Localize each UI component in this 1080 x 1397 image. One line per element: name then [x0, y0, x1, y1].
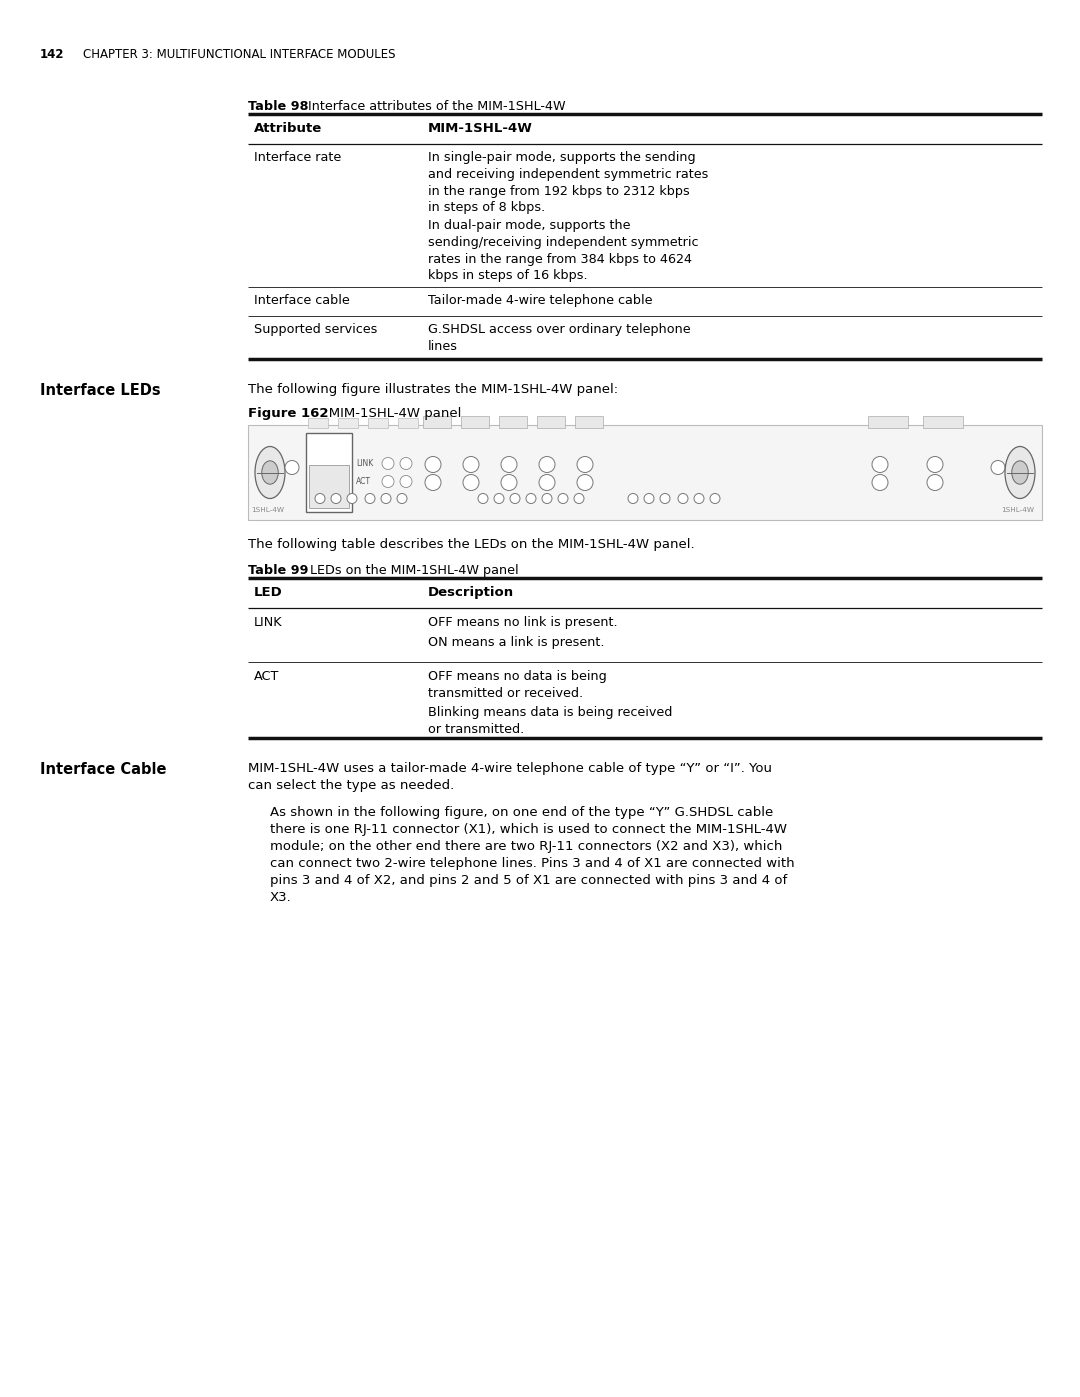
Circle shape	[400, 457, 411, 469]
Text: 142: 142	[40, 47, 65, 61]
Circle shape	[381, 493, 391, 503]
Text: In dual-pair mode, supports the
sending/receiving independent symmetric
rates in: In dual-pair mode, supports the sending/…	[428, 219, 699, 282]
Circle shape	[501, 457, 517, 472]
Text: Table 99: Table 99	[248, 564, 309, 577]
Circle shape	[710, 493, 720, 503]
Bar	[368, 418, 388, 427]
Text: Description: Description	[428, 585, 514, 599]
Ellipse shape	[1012, 461, 1028, 485]
Circle shape	[694, 493, 704, 503]
Circle shape	[426, 475, 441, 490]
Circle shape	[678, 493, 688, 503]
Circle shape	[501, 475, 517, 490]
Text: OFF means no link is present.: OFF means no link is present.	[428, 616, 618, 629]
Bar	[399, 418, 418, 427]
Circle shape	[627, 493, 638, 503]
Text: The following table describes the LEDs on the MIM-1SHL-4W panel.: The following table describes the LEDs o…	[248, 538, 694, 550]
Circle shape	[510, 493, 519, 503]
Circle shape	[382, 475, 394, 488]
Text: MIM-1SHL-4W: MIM-1SHL-4W	[428, 122, 532, 136]
Text: LINK: LINK	[356, 460, 374, 468]
Text: Supported services: Supported services	[254, 323, 377, 337]
Ellipse shape	[261, 461, 279, 485]
Bar	[868, 416, 908, 427]
Text: The following figure illustrates the MIM-1SHL-4W panel:: The following figure illustrates the MIM…	[248, 383, 618, 395]
Bar	[423, 416, 451, 427]
Bar	[537, 416, 565, 427]
Text: 1SHL-4W: 1SHL-4W	[252, 507, 284, 513]
Circle shape	[330, 493, 341, 503]
Text: Interface Cable: Interface Cable	[40, 761, 166, 777]
Text: 1SHL-4W: 1SHL-4W	[1001, 507, 1035, 513]
Text: ACT: ACT	[356, 476, 372, 486]
Circle shape	[478, 493, 488, 503]
Circle shape	[558, 493, 568, 503]
Text: Interface rate: Interface rate	[254, 151, 341, 163]
Bar	[248, 425, 1042, 520]
Bar	[461, 416, 489, 427]
Bar	[306, 433, 352, 511]
Text: CHAPTER 3: MULTIFUNCTIONAL INTERFACE MODULES: CHAPTER 3: MULTIFUNCTIONAL INTERFACE MOD…	[83, 47, 395, 61]
Text: ON means a link is present.: ON means a link is present.	[428, 636, 605, 650]
Circle shape	[577, 457, 593, 472]
Text: OFF means no data is being
transmitted or received.: OFF means no data is being transmitted o…	[428, 671, 607, 700]
Text: Figure 162: Figure 162	[248, 407, 328, 420]
Circle shape	[542, 493, 552, 503]
Circle shape	[285, 461, 299, 475]
Text: Interface cable: Interface cable	[254, 293, 350, 307]
Text: In single-pair mode, supports the sending
and receiving independent symmetric ra: In single-pair mode, supports the sendin…	[428, 151, 708, 214]
Circle shape	[927, 475, 943, 490]
Ellipse shape	[255, 447, 285, 499]
Text: MIM-1SHL-4W panel: MIM-1SHL-4W panel	[316, 407, 461, 420]
Circle shape	[315, 493, 325, 503]
Circle shape	[400, 475, 411, 488]
Circle shape	[872, 475, 888, 490]
Bar	[338, 418, 357, 427]
Circle shape	[539, 457, 555, 472]
Circle shape	[463, 475, 480, 490]
Circle shape	[382, 457, 394, 469]
Text: Interface attributes of the MIM-1SHL-4W: Interface attributes of the MIM-1SHL-4W	[300, 101, 566, 113]
Text: Tailor-made 4-wire telephone cable: Tailor-made 4-wire telephone cable	[428, 293, 652, 307]
Bar	[575, 416, 603, 427]
Text: ACT: ACT	[254, 671, 280, 683]
Circle shape	[397, 493, 407, 503]
Text: As shown in the following figure, on one end of the type “Y” G.SHDSL cable
there: As shown in the following figure, on one…	[270, 806, 795, 904]
Text: G.SHDSL access over ordinary telephone
lines: G.SHDSL access over ordinary telephone l…	[428, 323, 690, 353]
Bar	[309, 465, 349, 509]
Bar	[308, 418, 328, 427]
Circle shape	[872, 457, 888, 472]
Circle shape	[573, 493, 584, 503]
Circle shape	[991, 461, 1005, 475]
Circle shape	[463, 457, 480, 472]
Ellipse shape	[1005, 447, 1035, 499]
Bar	[499, 416, 527, 427]
Text: LED: LED	[254, 585, 283, 599]
Circle shape	[539, 475, 555, 490]
Circle shape	[526, 493, 536, 503]
Text: Table 98: Table 98	[248, 101, 309, 113]
Circle shape	[365, 493, 375, 503]
Bar	[923, 416, 963, 427]
Circle shape	[577, 475, 593, 490]
Text: LINK: LINK	[254, 616, 283, 629]
Circle shape	[644, 493, 654, 503]
Text: Blinking means data is being received
or transmitted.: Blinking means data is being received or…	[428, 705, 673, 736]
Text: LEDs on the MIM-1SHL-4W panel: LEDs on the MIM-1SHL-4W panel	[298, 564, 518, 577]
Text: Attribute: Attribute	[254, 122, 322, 136]
Circle shape	[927, 457, 943, 472]
Circle shape	[494, 493, 504, 503]
Text: Interface LEDs: Interface LEDs	[40, 383, 161, 398]
Circle shape	[347, 493, 357, 503]
Text: MIM-1SHL-4W uses a tailor-made 4-wire telephone cable of type “Y” or “I”. You
ca: MIM-1SHL-4W uses a tailor-made 4-wire te…	[248, 761, 772, 792]
Circle shape	[426, 457, 441, 472]
Circle shape	[660, 493, 670, 503]
